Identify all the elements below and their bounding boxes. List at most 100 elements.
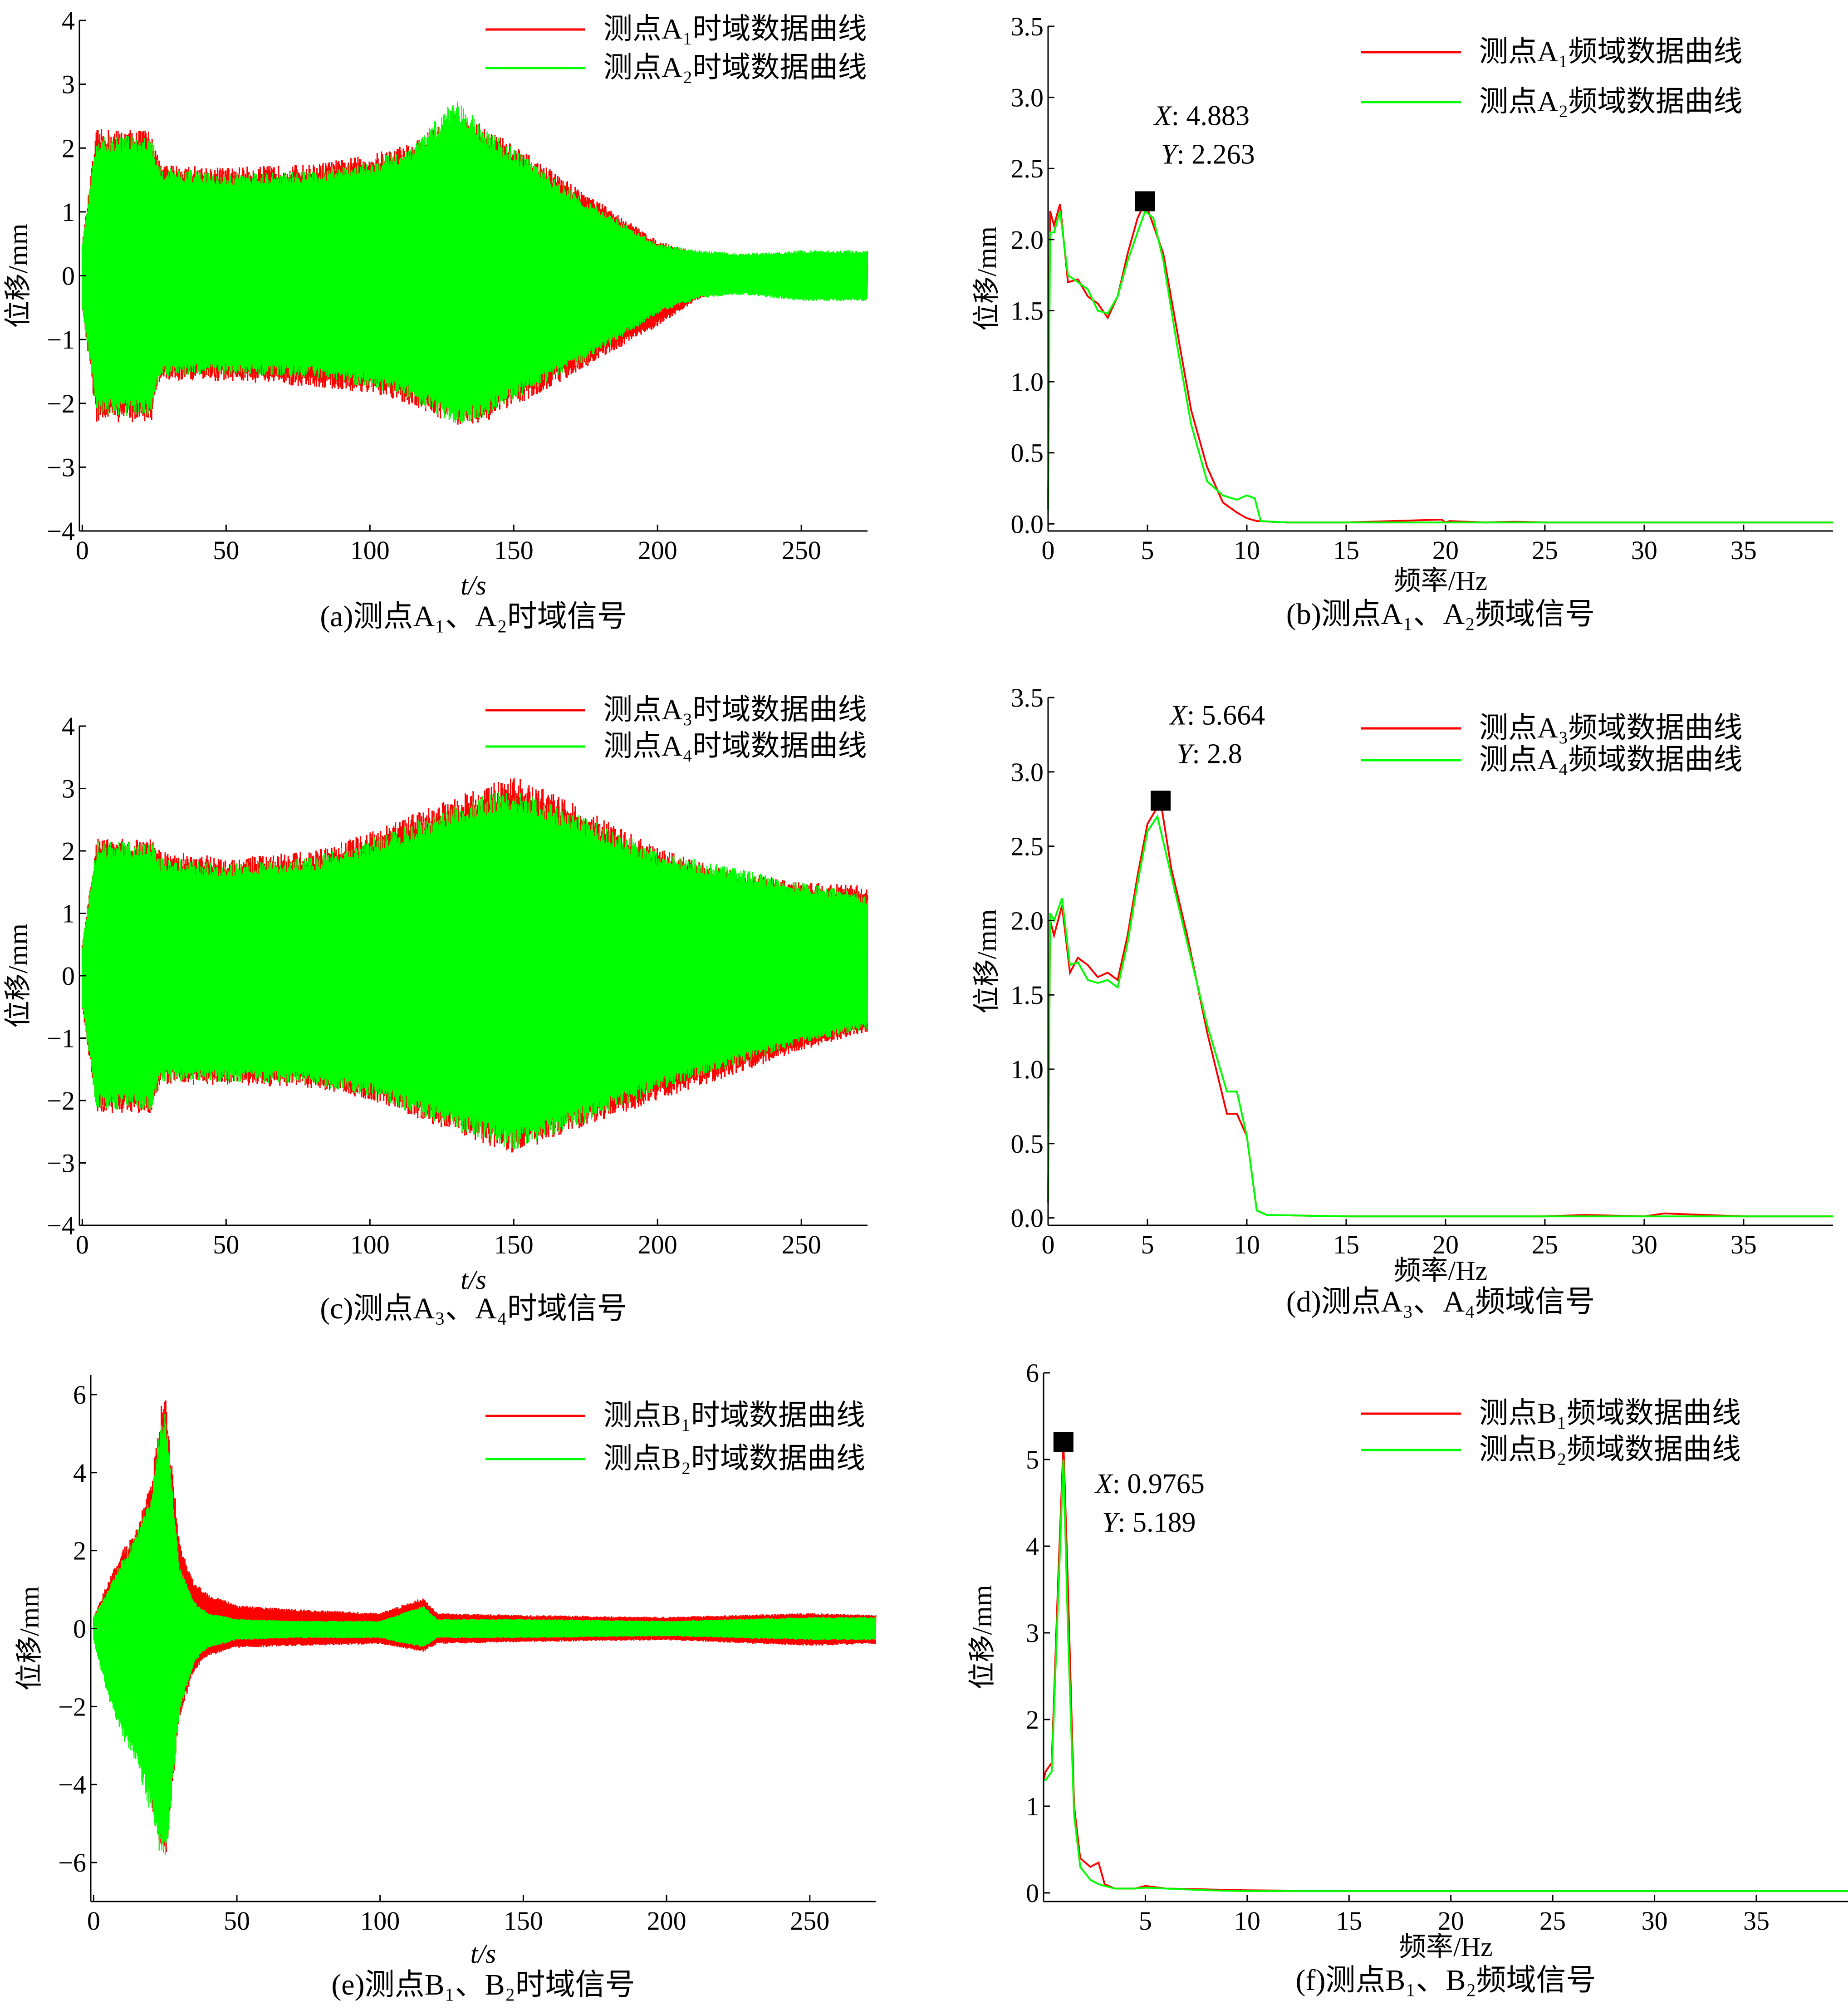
- x-tick-label: 10: [1234, 536, 1260, 565]
- annotation-x: X: 4.883: [1153, 100, 1250, 131]
- y-tick-label: 6: [73, 1380, 86, 1410]
- legend-label: 测点B₁频域数据曲线: [1479, 1397, 1741, 1429]
- x-tick-label: 10: [1234, 1230, 1260, 1259]
- annotation-y-label: Y: [1102, 1507, 1120, 1538]
- y-tick-label: 2: [73, 1536, 86, 1566]
- chart-panel-6: 5 10 15 20 25 30 35 0 1 2 3 4 5 6 频率/Hz 位移/mm 测点B₁频域数据曲线…: [967, 1358, 1848, 1997]
- panel-caption: (a)测点A₁、A₂时域信号: [320, 600, 627, 633]
- x-tick-label: 10: [1234, 1906, 1260, 1936]
- y-tick-label: 2.0: [1011, 906, 1044, 935]
- y-tick-label: 6: [1026, 1358, 1039, 1388]
- y-tick-label: −3: [47, 452, 75, 482]
- annotation-x-label: X: [1094, 1469, 1113, 1499]
- annotation-x-value: : 4.883: [1172, 100, 1250, 131]
- x-axis-label: t/s: [461, 570, 486, 600]
- x-tick-label: 35: [1730, 536, 1757, 565]
- legend-label: 测点B₁时域数据曲线: [603, 1399, 865, 1431]
- x-tick-label: 15: [1333, 536, 1359, 565]
- x-tick-label: 250: [782, 536, 821, 565]
- y-tick-label: −6: [58, 1848, 86, 1877]
- y-tick-label: 1.0: [1011, 367, 1044, 397]
- peak-marker: [1135, 191, 1155, 211]
- annotation-x: X: 5.664: [1168, 700, 1265, 731]
- x-tick-label: 15: [1336, 1906, 1362, 1936]
- y-tick-label: 2.0: [1011, 225, 1044, 255]
- x-tick-label: 15: [1333, 1230, 1359, 1259]
- series-line-green: [82, 101, 868, 423]
- annotation-y: Y: 2.8: [1176, 738, 1242, 769]
- annotation-x: X: 0.9765: [1094, 1469, 1205, 1499]
- x-tick-label: 5: [1139, 1906, 1152, 1936]
- annotation-x-value: : 5.664: [1187, 700, 1265, 731]
- annotation-x-value: : 0.9765: [1113, 1469, 1205, 1499]
- x-tick-label: 250: [782, 1230, 821, 1259]
- x-tick-label: 200: [638, 536, 677, 565]
- y-tick-label: 4: [62, 6, 75, 35]
- peak-marker: [1151, 791, 1171, 811]
- legend-label: 测点A₃时域数据曲线: [603, 693, 867, 726]
- panel-caption: (f)测点B₁、B₂频域信号: [1296, 1964, 1596, 1997]
- peak-marker: [1053, 1432, 1074, 1452]
- annotation-y: Y: 2.263: [1161, 139, 1255, 170]
- y-tick-label: 2: [62, 836, 75, 866]
- y-tick-label: 4: [1026, 1532, 1039, 1561]
- x-tick-label: 150: [494, 1230, 534, 1259]
- x-tick-label: 0: [76, 536, 89, 565]
- legend-label: 测点B₂时域数据曲线: [603, 1442, 865, 1474]
- chart-panel-1: 0 50 100 150 200 250 −4 −3 −2 −1 0 1 2 3 4 t/s 位移/mm 测点A₁…: [3, 6, 868, 633]
- legend-label: 测点A₄频域数据曲线: [1479, 743, 1743, 776]
- y-axis-label: 位移/mm: [3, 924, 33, 1028]
- series-line-green: [1047, 209, 1833, 524]
- y-tick-label: 3.5: [1011, 12, 1044, 41]
- x-tick-label: 200: [647, 1906, 686, 1936]
- y-tick-label: 3: [62, 70, 75, 99]
- annotation-y-value: : 2.263: [1176, 139, 1255, 170]
- y-axis-label: 位移/mm: [3, 223, 33, 328]
- y-tick-label: 0.0: [1011, 1204, 1044, 1233]
- chart-panel-2: 0 5 10 15 20 25 30 35 0.0 0.5 1.0 1.5 2.0 2.5 3.0 3.5 频率…: [972, 12, 1833, 631]
- annotation-x-label: X: [1153, 100, 1172, 131]
- y-tick-label: −1: [47, 325, 75, 354]
- panel-caption: (d)测点A₃、A₄频域信号: [1286, 1285, 1595, 1318]
- x-tick-label: 25: [1539, 1906, 1566, 1936]
- x-tick-label: 0: [1042, 536, 1055, 565]
- x-tick-label: 50: [213, 536, 239, 565]
- x-tick-label: 250: [790, 1906, 829, 1936]
- legend-label: 测点A₂频域数据曲线: [1479, 85, 1743, 118]
- y-tick-label: 1: [62, 899, 75, 929]
- x-tick-label: 0: [1042, 1230, 1055, 1259]
- y-tick-label: 3.0: [1011, 83, 1044, 113]
- y-tick-label: 1.5: [1011, 296, 1044, 325]
- x-tick-label: 25: [1532, 1230, 1558, 1259]
- x-tick-label: 150: [504, 1906, 543, 1936]
- x-axis-label: 频率/Hz: [1394, 566, 1488, 596]
- x-tick-label: 20: [1438, 1906, 1464, 1936]
- y-tick-label: 5: [1026, 1445, 1039, 1474]
- y-axis-label: 位移/mm: [972, 909, 1002, 1013]
- annotation-y-label: Y: [1161, 139, 1179, 170]
- x-tick-label: 35: [1730, 1230, 1757, 1259]
- x-tick-label: 5: [1141, 536, 1154, 565]
- annotation-y: Y: 5.189: [1102, 1507, 1196, 1538]
- legend-label: 测点A₁频域数据曲线: [1479, 35, 1743, 68]
- series-line-green: [1044, 1459, 1848, 1892]
- x-tick-label: 25: [1532, 536, 1558, 565]
- y-axis-label: 位移/mm: [15, 1586, 44, 1691]
- x-tick-label: 0: [87, 1906, 100, 1936]
- y-tick-label: 2: [1026, 1705, 1039, 1735]
- x-tick-label: 5: [1141, 1230, 1154, 1259]
- series-line-red: [93, 1400, 877, 1852]
- x-axis-label: t/s: [461, 1265, 486, 1295]
- y-tick-label: −3: [47, 1149, 75, 1178]
- x-tick-label: 50: [213, 1230, 239, 1259]
- y-tick-label: 3.0: [1011, 757, 1044, 787]
- chart-panel-3: 0 50 100 150 200 250 −4 −3 −2 −1 0 1 2 3 4 t/s 位移/mm 测点A₃…: [3, 693, 868, 1325]
- y-tick-label: 0.5: [1011, 438, 1044, 468]
- annotation-x-label: X: [1168, 700, 1188, 731]
- x-tick-label: 200: [638, 1230, 677, 1259]
- y-axis-label: 位移/mm: [967, 1585, 997, 1689]
- series-line-green: [93, 1414, 877, 1856]
- x-tick-label: 35: [1743, 1906, 1770, 1936]
- y-tick-label: 4: [62, 712, 75, 741]
